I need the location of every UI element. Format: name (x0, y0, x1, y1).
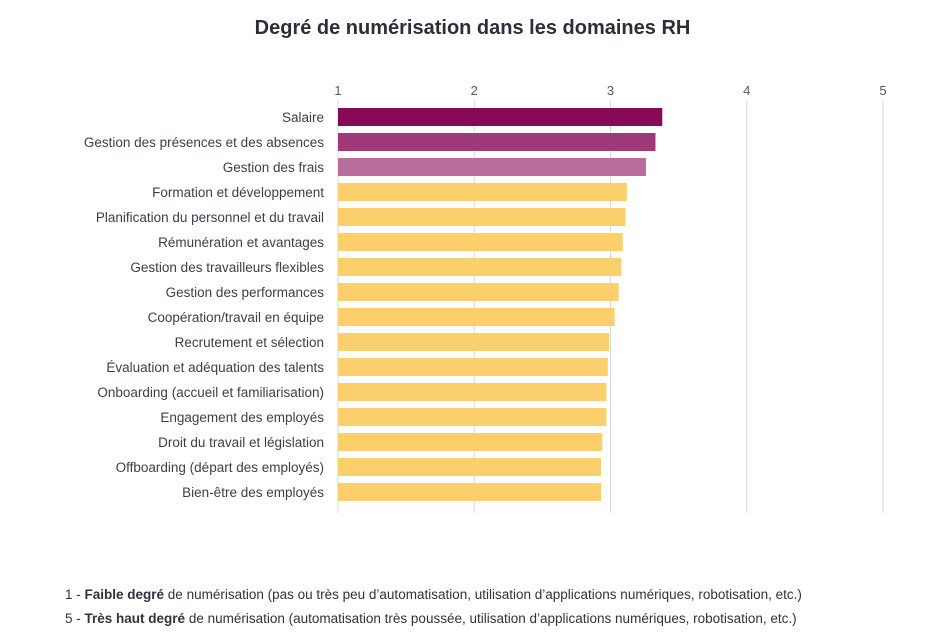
note-high: 5 - Très haut degré de numérisation (aut… (65, 607, 802, 631)
bar-14 (338, 433, 603, 451)
bar-6 (338, 233, 623, 251)
note-low: 1 - Faible degré de numérisation (pas ou… (65, 583, 802, 607)
category-label-6: Rémunération et avantages (158, 235, 324, 250)
category-label-2: Gestion des présences et des absences (84, 135, 324, 150)
note-high-bold: Très haut degré (84, 611, 186, 626)
note-low-bold: Faible degré (84, 587, 165, 602)
bar-7 (338, 258, 622, 276)
category-label-10: Recrutement et sélection (175, 335, 324, 350)
category-label-1: Salaire (282, 110, 324, 125)
bar-2 (338, 133, 656, 151)
bar-11 (338, 358, 608, 376)
category-label-16: Bien-être des employés (182, 485, 324, 500)
bar-16 (338, 483, 601, 501)
chart-title: Degré de numérisation dans les domaines … (254, 17, 691, 39)
note-high-prefix: 5 - (65, 611, 85, 626)
x-tick-label-1: 1 (334, 83, 341, 98)
note-high-text: de numérisation (automatisation très pou… (185, 611, 797, 626)
bar-13 (338, 408, 607, 426)
category-label-5: Planification du personnel et du travail (96, 210, 324, 225)
category-label-9: Coopération/travail en équipe (148, 310, 324, 325)
bar-1 (338, 108, 663, 126)
category-label-4: Formation et développement (152, 185, 324, 200)
bar-5 (338, 208, 626, 226)
scale-notes: 1 - Faible degré de numérisation (pas ou… (65, 583, 802, 631)
bar-4 (338, 183, 627, 201)
note-low-prefix: 1 - (65, 587, 85, 602)
category-label-13: Engagement des employés (160, 410, 324, 425)
bar-12 (338, 383, 607, 401)
category-labels: Salaire Gestion des présences et des abse… (84, 110, 324, 500)
bar-10 (338, 333, 610, 351)
note-low-text: de numérisation (pas ou très peu d’autom… (164, 587, 802, 602)
category-label-8: Gestion des performances (166, 285, 325, 300)
category-label-11: Évaluation et adéquation des talents (106, 360, 324, 375)
category-label-7: Gestion des travailleurs flexibles (130, 260, 324, 275)
x-tick-label-4: 4 (743, 83, 750, 98)
x-axis-ticks: 1 2 3 4 5 (334, 83, 886, 98)
bar-chart: 1 2 3 4 5 Salaire Gestion des présences et de… (84, 83, 887, 513)
bar-8 (338, 283, 619, 301)
x-tick-label-2: 2 (471, 83, 478, 98)
bar-9 (338, 308, 615, 326)
x-tick-label-3: 3 (607, 83, 614, 98)
bars (338, 108, 663, 501)
category-label-15: Offboarding (départ des employés) (116, 460, 324, 475)
category-label-3: Gestion des frais (223, 160, 325, 175)
x-tick-label-5: 5 (879, 83, 886, 98)
category-label-12: Onboarding (accueil et familiarisation) (97, 385, 324, 400)
category-label-14: Droit du travail et législation (158, 435, 324, 450)
bar-15 (338, 458, 601, 476)
bar-3 (338, 158, 646, 176)
